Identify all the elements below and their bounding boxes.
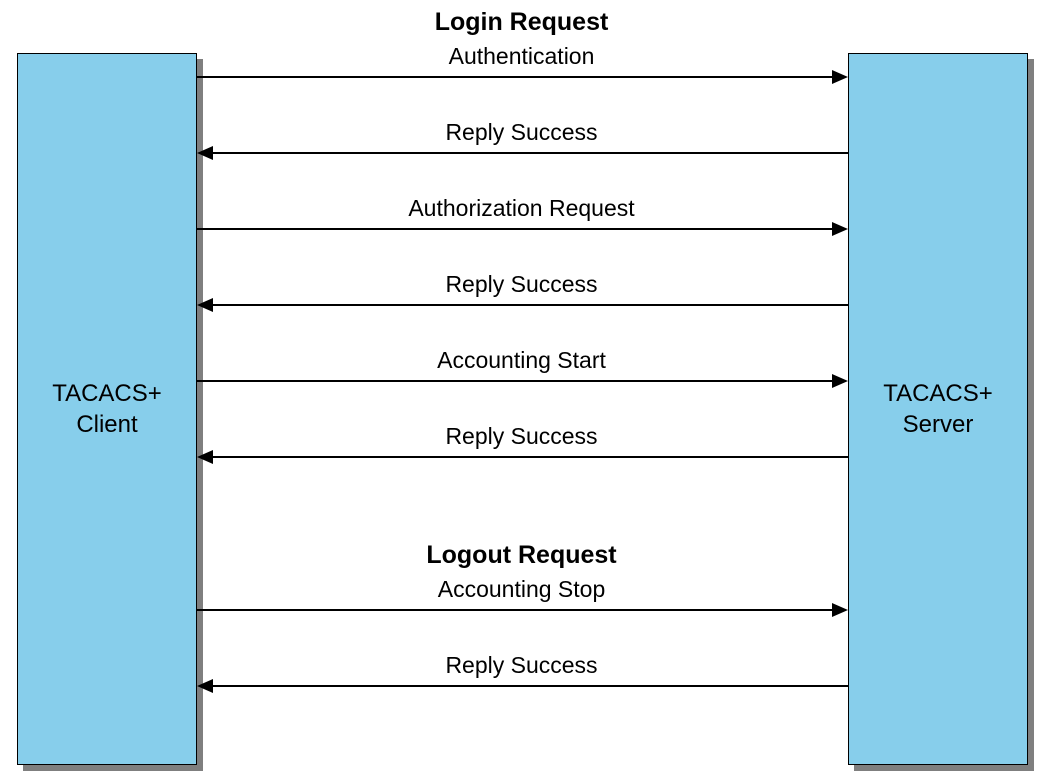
message-label: Reply Success xyxy=(0,271,1043,298)
sequence-diagram: TACACS+ClientTACACS+ServerLogin RequestA… xyxy=(0,0,1043,771)
message-label: Accounting Stop xyxy=(0,576,1043,603)
arrowhead-right-icon xyxy=(832,374,848,388)
arrowhead-left-icon xyxy=(197,450,213,464)
message-label: Reply Success xyxy=(0,119,1043,146)
arrow-line xyxy=(197,609,832,611)
arrow-line xyxy=(213,304,848,306)
section-title-1: Logout Request xyxy=(0,541,1043,570)
server-label-line1: TACACS+ xyxy=(883,378,993,409)
arrow-line xyxy=(213,685,848,687)
message-label: Authentication xyxy=(0,43,1043,70)
arrowhead-right-icon xyxy=(832,70,848,84)
arrow-line xyxy=(197,380,832,382)
message-label: Authorization Request xyxy=(0,195,1043,222)
arrow-line xyxy=(213,456,848,458)
arrowhead-left-icon xyxy=(197,679,213,693)
arrow-line xyxy=(213,152,848,154)
message-label: Reply Success xyxy=(0,652,1043,679)
message-label: Reply Success xyxy=(0,423,1043,450)
arrowhead-left-icon xyxy=(197,298,213,312)
section-title-0: Login Request xyxy=(0,8,1043,37)
arrowhead-left-icon xyxy=(197,146,213,160)
arrowhead-right-icon xyxy=(832,222,848,236)
message-label: Accounting Start xyxy=(0,347,1043,374)
arrowhead-right-icon xyxy=(832,603,848,617)
arrow-line xyxy=(197,76,832,78)
arrow-line xyxy=(197,228,832,230)
client-label-line1: TACACS+ xyxy=(52,378,162,409)
